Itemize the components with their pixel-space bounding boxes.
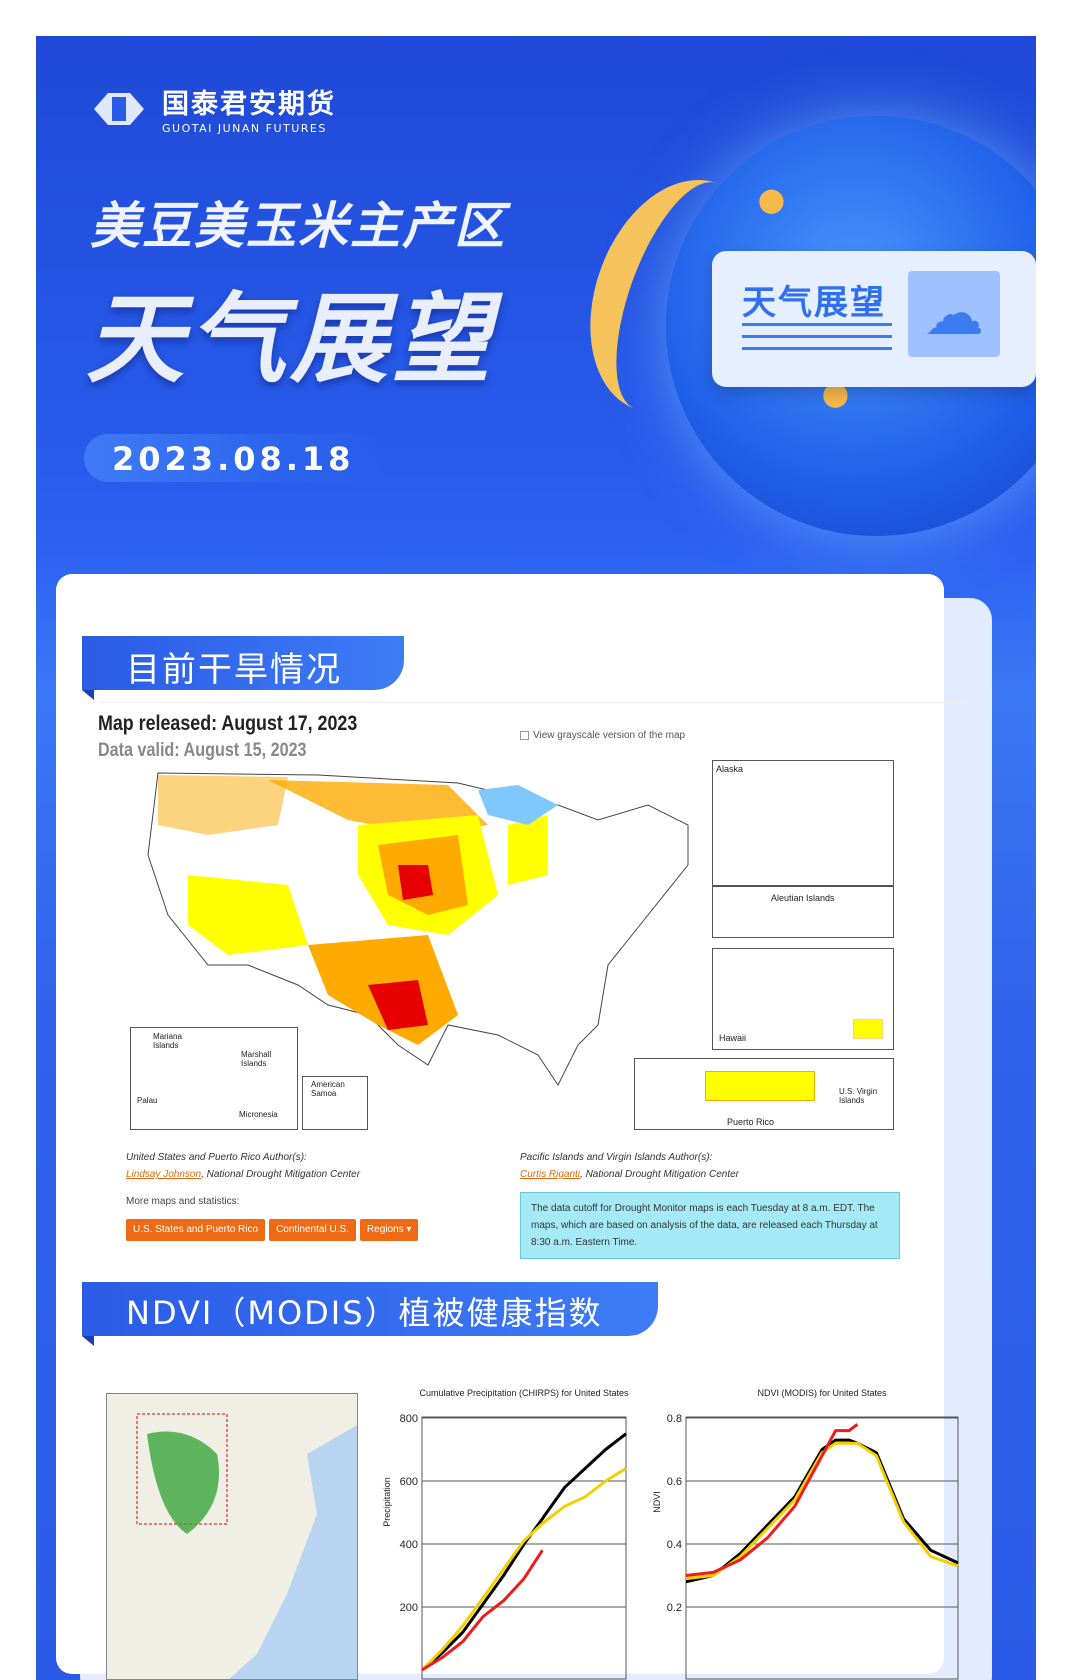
series-line-2 — [421, 1549, 544, 1672]
regions-dropdown[interactable]: Regions ▾ — [359, 1219, 419, 1241]
map-released: Map released: August 17, 2023 — [98, 712, 358, 735]
ndvi-chart: NDVI (MODIS) for United States NDVI 0.2 0.4… — [652, 1388, 959, 1680]
plot-frame — [421, 1416, 627, 1680]
brand-name-en: GUOTAI JUNAN FUTURES — [162, 122, 327, 135]
plot-frame — [685, 1416, 959, 1680]
inset-samoa: American Samoa — [302, 1076, 368, 1130]
y-axis-label: NDVI — [652, 1491, 662, 1513]
hero-date: 2023.08.18 — [84, 434, 384, 482]
y-tick-label: 600 — [400, 1476, 418, 1488]
hero-subtitle: 美豆美玉米主产区 — [90, 197, 506, 255]
drought-area-d3 — [398, 865, 433, 900]
great-lakes — [478, 785, 558, 825]
pi-author: Curtis Riganti, National Drought Mitigat… — [520, 1169, 739, 1180]
drought-area-d0 — [188, 875, 308, 955]
brand-logo: 国泰君安期货 GUOTAI JUNAN FUTURES — [90, 82, 336, 135]
grayscale-toggle[interactable]: View grayscale version of the map — [520, 730, 685, 741]
inset-label: Mariana Islands — [153, 1032, 182, 1050]
inset-pacific: Mariana Islands Marshall Islands Palau Micr… — [130, 1027, 298, 1130]
us-states-button[interactable]: U.S. States and Puerto Rico — [126, 1219, 266, 1241]
y-tick-label: 800 — [400, 1413, 418, 1425]
section-header-drought: 目前干旱情况 — [82, 636, 404, 700]
inset-puerto-rico: Puerto Rico U.S. Virgin Islands — [634, 1058, 894, 1130]
drought-area-d0 — [508, 815, 548, 885]
y-tick-label: 0.8 — [667, 1413, 682, 1425]
brand-name-cn: 国泰君安期货 — [162, 89, 336, 120]
inset-label: Palau — [137, 1096, 158, 1105]
ndvi-region-map — [106, 1393, 358, 1680]
inset-label: American Samoa — [311, 1080, 345, 1098]
inset-alaska: Alaska — [712, 760, 894, 886]
precip-chart: Cumulative Precipitation (CHIRPS) for Un… — [382, 1388, 629, 1680]
inset-label: Micronesia — [239, 1110, 278, 1119]
y-tick-label: 400 — [400, 1539, 418, 1551]
us-author-link[interactable]: Lindsay Johnson — [126, 1169, 202, 1180]
y-tick-label: 0.6 — [667, 1476, 682, 1488]
cutoff-note: The data cutoff for Drought Monitor maps… — [520, 1192, 900, 1259]
weather-badge: 天气展望 ☁ — [712, 251, 1036, 387]
badge-text: 天气展望 — [742, 283, 886, 323]
series-line-1 — [420, 1467, 627, 1672]
chart-title: NDVI (MODIS) for United States — [757, 1388, 887, 1398]
hero-title: 天气展望 — [86, 283, 495, 397]
pi-author-heading: Pacific Islands and Virgin Islands Autho… — [520, 1152, 713, 1163]
location-pin-icon: ⬤ — [758, 186, 785, 214]
inset-hawaii: Hawaii — [712, 948, 894, 1050]
map-buttons: U.S. States and Puerto Rico Continental … — [126, 1219, 419, 1241]
drought-map — [147, 772, 689, 1086]
y-tick-label: 0.2 — [667, 1602, 682, 1614]
more-maps-label: More maps and statistics: — [126, 1196, 240, 1207]
checkbox[interactable] — [520, 731, 529, 740]
continental-us-button[interactable]: Continental U.S. — [269, 1219, 356, 1241]
y-axis-label: Precipitation — [382, 1477, 392, 1527]
logo-mark-icon — [90, 89, 148, 129]
chart-title: Cumulative Precipitation (CHIRPS) for Un… — [419, 1388, 629, 1398]
pi-author-link[interactable]: Curtis Riganti — [520, 1169, 581, 1180]
us-author: Lindsay Johnson, National Drought Mitiga… — [126, 1169, 360, 1180]
us-author-org: , National Drought Mitigation Center — [201, 1169, 361, 1180]
inset-label: Aleutian Islands — [771, 893, 835, 903]
series-line-0 — [685, 1438, 959, 1584]
inset-label: Hawaii — [719, 1033, 747, 1043]
pi-author-org: , National Drought Mitigation Center — [580, 1169, 740, 1180]
inset-label: U.S. Virgin Islands — [839, 1087, 878, 1105]
grayscale-label: View grayscale version of the map — [533, 730, 686, 741]
inset-label: Puerto Rico — [727, 1117, 775, 1127]
us-author-heading: United States and Puerto Rico Author(s): — [126, 1152, 307, 1163]
cloud-icon: ☁ — [908, 271, 1000, 357]
series-line-2 — [685, 1423, 859, 1577]
section-header-ndvi: NDVI（MODIS）植被健康指数 — [82, 1282, 658, 1346]
series-line-1 — [685, 1441, 959, 1581]
divider — [100, 702, 968, 703]
y-tick-label: 0.4 — [667, 1539, 682, 1551]
series-line-0 — [421, 1432, 627, 1672]
inset-label: Alaska — [716, 764, 744, 774]
inset-aleutian: Aleutian Islands — [712, 886, 894, 938]
drought-area-d3 — [368, 980, 428, 1030]
inset-label: Marshall Islands — [241, 1050, 272, 1068]
drought-area-d1 — [158, 775, 288, 835]
badge-lines — [742, 323, 892, 359]
y-tick-label: 200 — [400, 1602, 418, 1614]
data-valid: Data valid: August 15, 2023 — [98, 740, 307, 761]
